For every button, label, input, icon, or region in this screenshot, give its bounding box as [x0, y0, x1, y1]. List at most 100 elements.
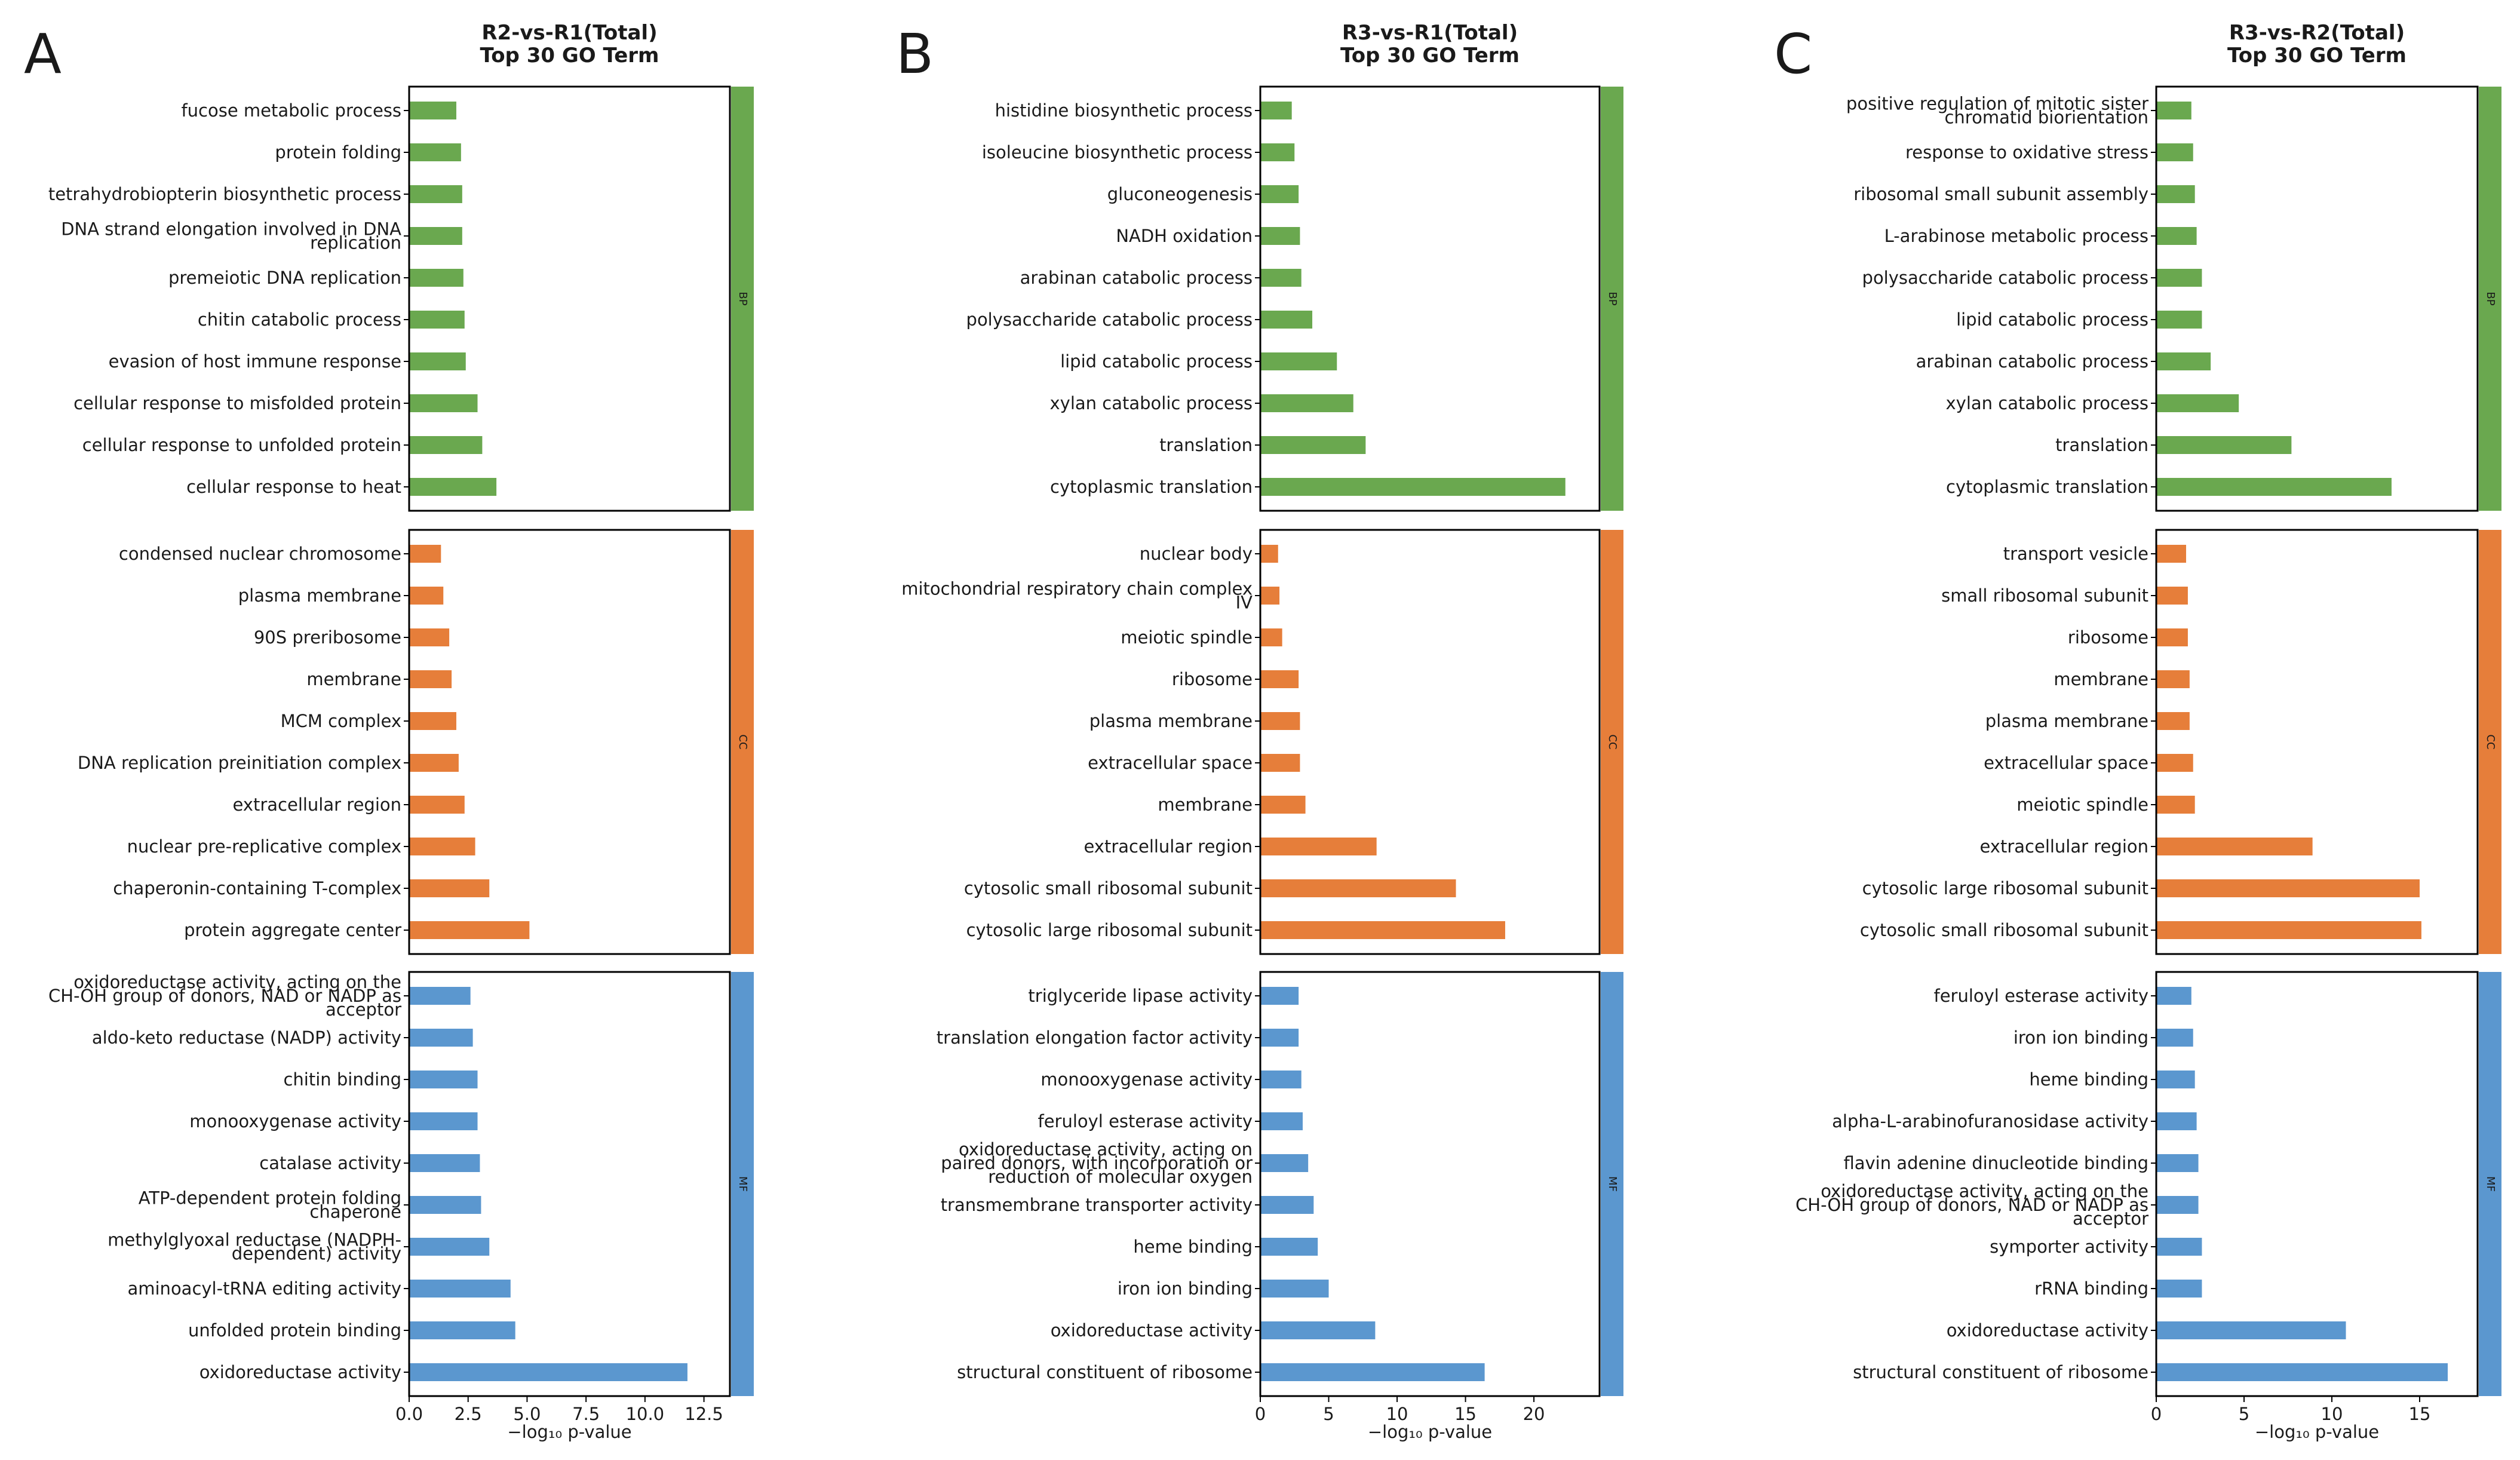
- bar: [1260, 796, 1306, 814]
- bar: [1260, 269, 1302, 287]
- group-bp: histidine biosynthetic process isoleucine…: [966, 85, 1623, 512]
- term-label: flavin adenine dinucleotide binding: [1843, 1153, 2148, 1173]
- term-label: structural constituent of ribosome: [1853, 1362, 2148, 1382]
- term-label: cellular response to misfolded protein: [73, 393, 401, 413]
- term-label: arabinan catabolic process: [1916, 351, 2148, 372]
- plot-frame: [1259, 85, 1601, 512]
- term-label: cytosolic small ribosomal subunit: [964, 878, 1253, 898]
- bar: [1260, 1071, 1302, 1088]
- term-label: membrane: [306, 669, 401, 689]
- term-label: iron ion binding: [1118, 1278, 1253, 1299]
- term-label: chitin catabolic process: [198, 309, 401, 330]
- bar: [1260, 1280, 1329, 1298]
- term-label: oxidoreductase activity: [1051, 1320, 1253, 1341]
- term-label: plasma membrane: [1985, 711, 2148, 731]
- bar: [1260, 1196, 1314, 1214]
- bar: [1260, 987, 1299, 1005]
- bar: [1260, 436, 1366, 454]
- term-label: positive regulation of mitotic sister: [1846, 94, 2148, 114]
- term-label: cytoplasmic translation: [1946, 477, 2148, 497]
- term-label: L-arabinose metabolic process: [1884, 226, 2148, 246]
- term-label: condensed nuclear chromosome: [119, 544, 401, 564]
- bar: [2156, 1280, 2202, 1298]
- term-label: replication: [310, 233, 401, 253]
- term-label: structural constituent of ribosome: [957, 1362, 1253, 1382]
- term-label: oxidoreductase activity, acting on the: [73, 972, 401, 992]
- bar: [2156, 102, 2191, 119]
- category-strip: [731, 972, 754, 1396]
- term-label: extracellular region: [1083, 836, 1253, 857]
- term-label: oxidoreductase activity, acting on the: [1821, 1181, 2148, 1201]
- term-label: mitochondrial respiratory chain complex: [901, 579, 1253, 599]
- category-label: MF: [736, 1176, 749, 1192]
- bar: [409, 1321, 515, 1339]
- group-cc: transport vesicle small ribosomal subunit…: [1860, 529, 2501, 955]
- term-label: gluconeogenesis: [1107, 184, 1253, 204]
- x-tick-label: 15: [2409, 1404, 2431, 1424]
- term-label: iron ion binding: [2013, 1027, 2148, 1048]
- term-label: feruloyl esterase activity: [1933, 986, 2148, 1006]
- bar: [1260, 1154, 1309, 1172]
- bar: [2156, 394, 2239, 412]
- bar: [409, 1029, 473, 1047]
- category-label: CC: [2484, 734, 2497, 749]
- category-label: MF: [1606, 1176, 1619, 1192]
- bar: [1260, 1363, 1485, 1381]
- panel-a: A R2-vs-R1(Total)Top 30 GO Term fucose met…: [24, 21, 754, 1442]
- plot-frame: [408, 529, 731, 955]
- bar: [409, 587, 444, 605]
- term-label: extracellular region: [232, 795, 401, 815]
- term-label: nuclear body: [1140, 544, 1253, 564]
- bar: [1260, 545, 1278, 563]
- x-tick-label: 10: [2321, 1404, 2343, 1424]
- term-label: feruloyl esterase activity: [1038, 1111, 1253, 1131]
- term-label: translation: [2055, 435, 2148, 455]
- bar: [2156, 185, 2195, 203]
- term-label: DNA strand elongation involved in DNA: [61, 219, 401, 240]
- panel-b: B R3-vs-R1(Total)Top 30 GO Term histidine …: [896, 21, 1623, 1442]
- term-label: heme binding: [1133, 1237, 1253, 1257]
- plot-frame: [1259, 971, 1601, 1397]
- bar: [1260, 1112, 1303, 1130]
- x-tick-label: 7.5: [572, 1404, 600, 1424]
- term-label: methylglyoxal reductase (NADPH-: [108, 1230, 401, 1250]
- bar: [1260, 227, 1300, 245]
- bar: [409, 879, 490, 897]
- bar: [409, 1280, 511, 1298]
- x-tick-label: 2.5: [455, 1404, 482, 1424]
- term-label: nuclear pre-replicative complex: [127, 836, 401, 857]
- term-label: reduction of molecular oxygen: [988, 1167, 1253, 1187]
- bar: [2156, 143, 2193, 161]
- term-label: premeiotic DNA replication: [168, 268, 401, 288]
- group-bp: positive regulation of mitotic sisterchr…: [1846, 85, 2501, 512]
- bar: [1260, 143, 1295, 161]
- bar: [2156, 1363, 2448, 1381]
- bar: [2156, 227, 2197, 245]
- bar: [1260, 921, 1505, 939]
- term-label: extracellular space: [1088, 753, 1253, 773]
- x-tick-label: 10.0: [626, 1404, 665, 1424]
- term-label: plasma membrane: [1089, 711, 1253, 731]
- bar: [409, 545, 441, 563]
- term-label: tetrahydrobiopterin biosynthetic process: [48, 184, 401, 204]
- term-label: protein folding: [275, 142, 401, 162]
- category-strip: [1601, 87, 1623, 511]
- bar: [409, 352, 466, 370]
- chart-title-line: R3-vs-R2(Total): [2229, 21, 2405, 45]
- group-cc: condensed nuclear chromosome plasma membr…: [78, 529, 754, 955]
- term-label: cellular response to heat: [186, 477, 401, 497]
- bar: [2156, 879, 2420, 897]
- bar: [409, 1154, 480, 1172]
- term-label: polysaccharide catabolic process: [1862, 268, 2148, 288]
- bar: [1260, 879, 1456, 897]
- chart-title-line: Top 30 GO Term: [2227, 44, 2407, 68]
- category-label: BP: [1606, 292, 1619, 305]
- bar: [2156, 628, 2188, 646]
- bar: [1260, 754, 1300, 772]
- category-strip: [731, 87, 754, 511]
- term-label: translation: [1159, 435, 1253, 455]
- x-tick-label: 5: [1323, 1404, 1334, 1424]
- bar: [2156, 478, 2392, 496]
- group-mf: oxidoreductase activity, acting on theCH…: [48, 971, 754, 1397]
- term-label: cytosolic small ribosomal subunit: [1860, 920, 2148, 940]
